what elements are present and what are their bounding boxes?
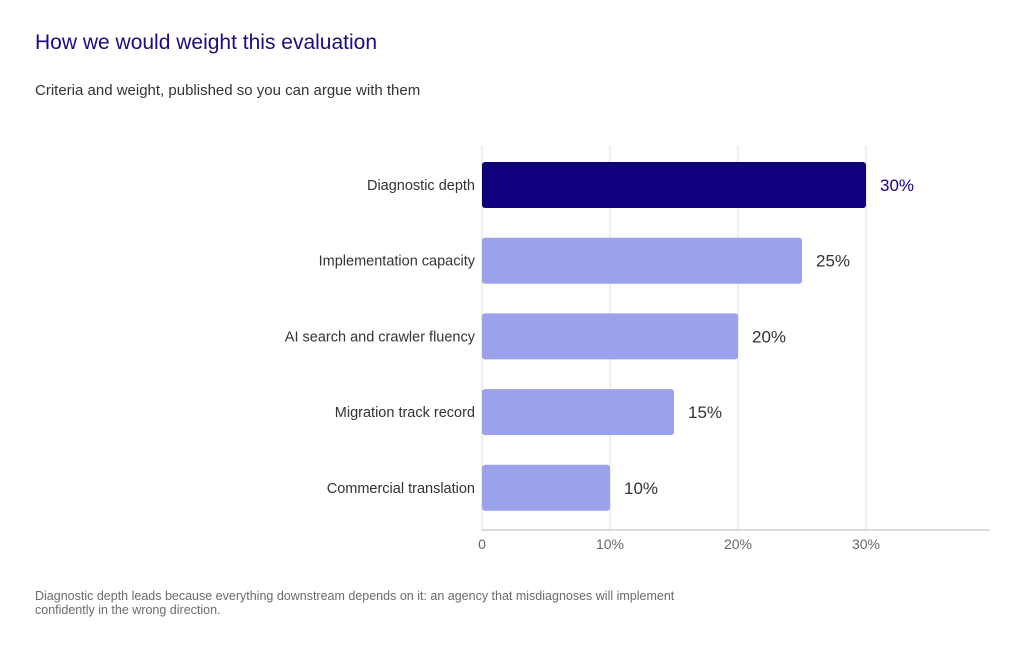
category-label: Migration track record [335,405,475,421]
category-label: Implementation capacity [319,254,476,270]
chart-subtitle: Criteria and weight, published so you ca… [35,82,421,99]
category-label: Diagnostic depth [367,178,475,194]
x-tick-label: 0 [478,536,486,552]
x-tick-label: 30% [852,536,880,552]
value-label: 30% [880,176,914,195]
chart-title: How we would weight this evaluation [35,31,378,54]
bar [482,237,802,284]
bar [482,313,738,360]
category-label: AI search and crawler fluency [285,329,476,345]
value-label: 10% [624,479,658,498]
category-label: Commercial translation [327,481,475,497]
chart-footnote: Diagnostic depth leads because everythin… [35,589,675,617]
value-label: 15% [688,403,722,422]
bar [482,162,866,208]
value-label: 20% [752,327,786,346]
value-label: 25% [816,252,850,271]
x-tick-label: 20% [724,536,752,552]
x-tick-label: 10% [596,536,624,552]
bar [482,389,674,436]
bar [482,464,610,511]
